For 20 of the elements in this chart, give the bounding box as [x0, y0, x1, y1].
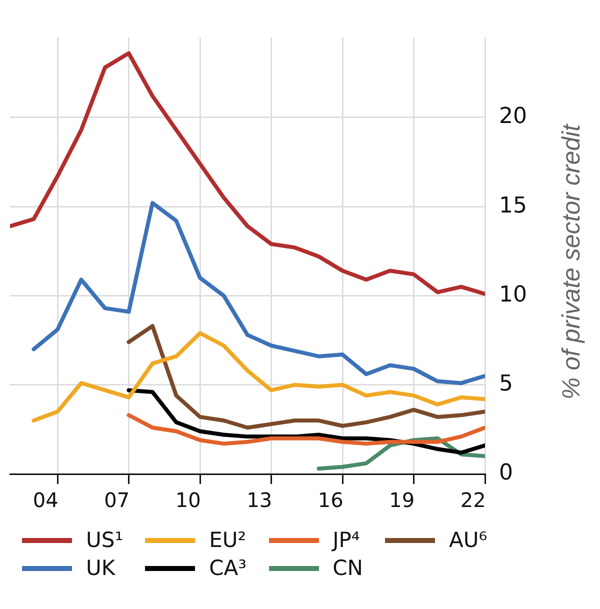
x-tick-label: 10 — [175, 488, 201, 512]
y-tick-label: 5 — [499, 372, 514, 397]
y-axis-title: % of private sector credit — [558, 124, 586, 400]
legend-label: US¹ — [86, 528, 124, 552]
y-tick-label: 15 — [499, 193, 528, 218]
y-tick-label: 20 — [499, 104, 528, 130]
y-tick-label: 0 — [499, 460, 514, 486]
x-tick-label: 19 — [389, 488, 415, 512]
y-tick-label: 10 — [499, 282, 528, 308]
x-tick-label: 04 — [32, 488, 58, 512]
legend-label: CN — [332, 556, 363, 580]
x-tick-label: 07 — [104, 488, 130, 512]
legend-label: UK — [86, 556, 116, 580]
legend-label: CA³ — [209, 556, 247, 580]
x-tick-label: 16 — [318, 488, 344, 512]
legend-label: AU⁶ — [448, 528, 488, 552]
x-tick-label: 22 — [460, 488, 486, 512]
legend-label: JP⁴ — [332, 528, 360, 552]
legend-label: EU² — [209, 528, 246, 552]
x-tick-label: 13 — [246, 488, 272, 512]
